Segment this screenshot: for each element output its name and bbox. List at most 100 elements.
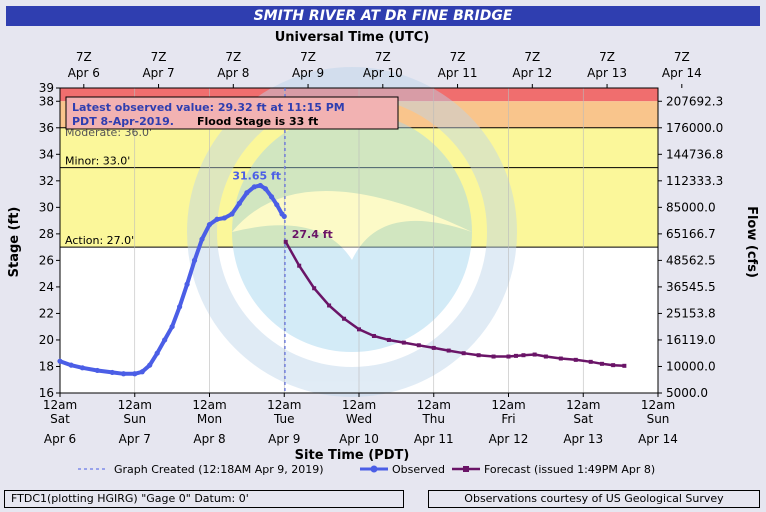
bottom-tick-label: 12am — [192, 398, 226, 412]
top-tick-label: 7Z — [450, 50, 466, 64]
forecast-point — [386, 337, 391, 342]
forecast-point — [521, 353, 526, 358]
top-tick-label: 7Z — [76, 50, 92, 64]
top-tick-label: 7Z — [375, 50, 391, 64]
bottom-tick-label: 12am — [641, 398, 675, 412]
observed-point — [169, 324, 175, 330]
right-tick-label: 48562.5 — [666, 253, 716, 267]
observed-point — [229, 211, 235, 217]
minor-stage-label: Minor: 33.0' — [65, 155, 130, 168]
chart-title: SMITH RIVER AT DR FINE BRIDGE — [6, 6, 760, 26]
noaa-watermark-logo — [187, 67, 517, 397]
forecast-point — [476, 353, 481, 358]
right-tick-label: 85000.0 — [666, 200, 716, 214]
forecast-point — [461, 351, 466, 356]
bottom-tick-label: 12am — [43, 398, 77, 412]
forecast-point — [342, 316, 347, 321]
right-tick-label: 207692.3 — [666, 94, 723, 108]
observed-point — [206, 221, 213, 228]
forecast-point — [543, 354, 548, 359]
bottom-tick-label: 12am — [491, 398, 525, 412]
observed-point — [251, 184, 257, 190]
observed-point — [184, 281, 190, 287]
top-tick-label: 7Z — [599, 50, 615, 64]
bottom-tick-label: Sun — [123, 412, 146, 426]
right-tick-label: 144736.8 — [666, 147, 723, 161]
legend-forecast-marker — [463, 466, 469, 472]
right-tick-label: 25153.8 — [666, 306, 716, 320]
top-tick-label: Apr 11 — [438, 66, 478, 80]
top-tick-label: Apr 13 — [587, 66, 627, 80]
top-tick-label: Apr 6 — [68, 66, 100, 80]
bottom-tick-label: Apr 12 — [489, 432, 529, 446]
bottom-tick-label: Fri — [501, 412, 515, 426]
forecast-point — [297, 263, 302, 268]
top-tick-label: Apr 8 — [217, 66, 249, 80]
forecast-point — [611, 363, 616, 368]
observed-point — [177, 304, 183, 310]
bottom-tick-label: Wed — [346, 412, 372, 426]
observed-point — [147, 362, 153, 368]
right-tick-label: 16119.0 — [666, 333, 716, 347]
left-tick-label: 36 — [39, 121, 54, 135]
top-axis-label: Universal Time (UTC) — [275, 30, 430, 45]
action-stage-label: Action: 27.0' — [65, 234, 134, 247]
left-tick-label: 39 — [39, 81, 54, 95]
observed-point — [79, 365, 86, 371]
source-footer: Observations courtesy of US Geological S… — [428, 490, 760, 508]
bottom-tick-label: Sat — [50, 412, 70, 426]
top-tick-label: 7Z — [524, 50, 540, 64]
observed-point — [68, 362, 74, 368]
forecast-point — [283, 239, 288, 244]
forecast-start-label: 27.4 ft — [292, 228, 333, 241]
forecast-point — [506, 354, 511, 359]
bottom-tick-label: Mon — [197, 412, 222, 426]
right-tick-label: 65166.7 — [666, 227, 716, 241]
left-tick-label: 32 — [39, 174, 54, 188]
watermark-globe — [232, 112, 472, 352]
top-tick-label: Apr 14 — [662, 66, 702, 80]
bottom-tick-label: 12am — [566, 398, 600, 412]
observed-point — [132, 371, 138, 377]
forecast-point — [357, 327, 361, 332]
observed-point — [94, 367, 100, 374]
bottom-tick-label: Apr 10 — [339, 432, 379, 446]
latest-observed-line2-date: PDT 8-Apr-2019. — [72, 115, 174, 128]
top-tick-label: Apr 10 — [363, 66, 403, 80]
watermark-ring — [187, 67, 517, 397]
top-tick-label: 7Z — [300, 50, 316, 64]
watermark-bird — [232, 191, 472, 260]
y-axis-label-right: Flow (cfs) — [744, 206, 759, 278]
observed-point — [57, 358, 63, 364]
forecast-point — [558, 356, 563, 361]
observed-point — [244, 190, 250, 196]
observed-point — [214, 216, 220, 222]
observed-point — [109, 369, 115, 376]
observed-point — [162, 337, 168, 343]
observed-point — [268, 194, 275, 200]
forecast-point — [588, 359, 593, 364]
forecast-point — [599, 361, 604, 366]
left-tick-label: 20 — [39, 333, 54, 347]
forecast-point — [622, 363, 627, 368]
bottom-tick-label: Thu — [421, 412, 445, 426]
bottom-tick-label: Sat — [573, 412, 593, 426]
observed-point — [274, 202, 280, 208]
right-tick-label: 5000.0 — [666, 386, 708, 400]
bottom-tick-label: 12am — [267, 398, 301, 412]
forecast-point — [401, 340, 406, 345]
bottom-tick-label: Apr 9 — [268, 432, 300, 446]
bottom-tick-label: Apr 6 — [44, 432, 76, 446]
left-tick-label: 38 — [39, 94, 54, 108]
legend-observed-label: Observed — [392, 463, 445, 476]
observed-point — [120, 371, 127, 377]
forecast-point — [532, 352, 537, 357]
observed-point — [281, 213, 287, 219]
forecast-point — [431, 345, 436, 350]
bottom-tick-label: Apr 13 — [563, 432, 603, 446]
left-tick-label: 24 — [39, 280, 54, 294]
observed-point — [262, 186, 269, 192]
left-tick-label: 34 — [39, 147, 54, 161]
right-tick-label: 112333.3 — [666, 174, 723, 188]
